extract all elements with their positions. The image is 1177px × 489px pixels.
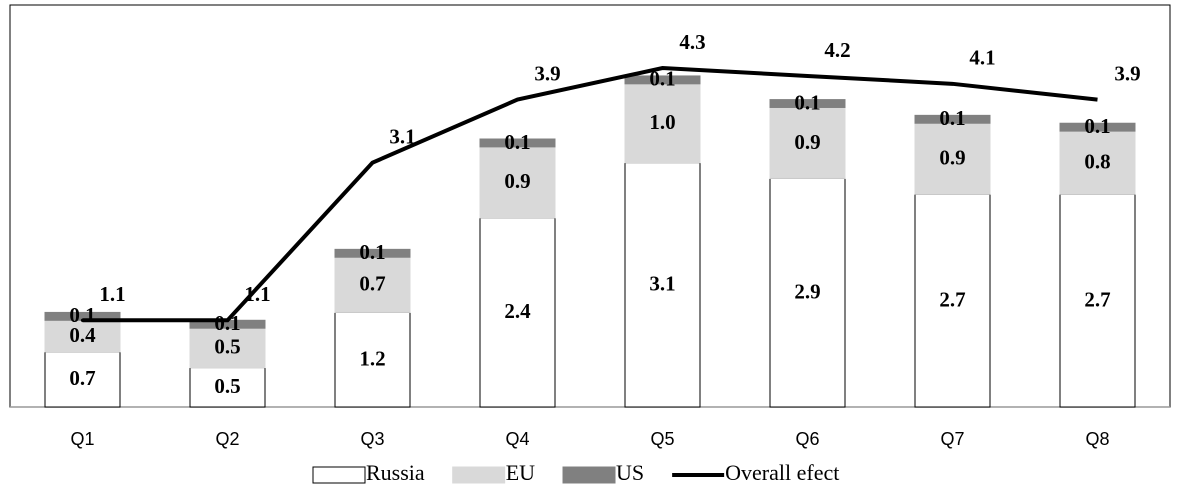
data-label: 0.4 xyxy=(69,323,96,347)
x-tick-label: Q4 xyxy=(505,429,529,449)
bar-segment xyxy=(914,193,991,408)
bar-segment xyxy=(189,367,266,408)
legend-swatch xyxy=(452,466,506,484)
data-label: 4.2 xyxy=(824,38,850,62)
data-label: 0.9 xyxy=(794,130,820,154)
data-label: 1.0 xyxy=(649,110,675,134)
legend-label: Russia xyxy=(366,460,425,485)
data-label: 1.1 xyxy=(244,282,270,306)
bar-segment xyxy=(624,162,701,408)
legend-swatch xyxy=(562,466,616,484)
legend-label: Overall efect xyxy=(725,460,839,485)
x-tick-label: Q6 xyxy=(795,429,819,449)
plot-frame xyxy=(9,4,1171,408)
bar-segment xyxy=(914,122,991,195)
bar-segment xyxy=(479,217,556,408)
bar-segment xyxy=(1059,193,1136,408)
data-label: 3.1 xyxy=(649,272,675,296)
data-label: 0.1 xyxy=(1084,114,1110,138)
data-label: 0.1 xyxy=(359,240,385,264)
bar-segment xyxy=(914,114,991,124)
data-label: 0.8 xyxy=(1084,149,1110,173)
data-label: 2.7 xyxy=(939,287,965,311)
data-label: 2.7 xyxy=(1084,287,1110,311)
legend-label: EU xyxy=(506,460,535,485)
x-tick-label: Q5 xyxy=(650,429,674,449)
data-label: 0.7 xyxy=(69,366,95,390)
data-label: 0.1 xyxy=(504,130,530,154)
bar-segment xyxy=(1059,130,1136,195)
data-label: 0.1 xyxy=(69,303,95,327)
data-label: 0.5 xyxy=(214,374,240,398)
legend-label: US xyxy=(616,460,644,485)
data-label: 3.9 xyxy=(1114,61,1140,85)
data-label: 1.1 xyxy=(99,282,125,306)
x-tick-label: Q8 xyxy=(1085,429,1109,449)
bar-segment xyxy=(769,177,846,408)
data-label: 0.5 xyxy=(214,335,240,359)
data-label: 1.2 xyxy=(359,347,385,371)
bar-segment xyxy=(624,75,701,85)
bar-segment xyxy=(44,319,121,353)
bar-segment xyxy=(44,351,121,408)
data-label: 2.9 xyxy=(794,280,820,304)
bar-segment xyxy=(334,248,411,258)
bar-segment xyxy=(479,146,556,219)
data-label: 0.1 xyxy=(794,90,820,114)
bar-segment xyxy=(334,256,411,313)
bar-segment xyxy=(769,99,846,108)
data-label: 0.1 xyxy=(214,311,240,335)
x-tick-label: Q3 xyxy=(360,429,384,449)
x-tick-label: Q7 xyxy=(940,429,964,449)
data-label: 0.9 xyxy=(939,146,965,170)
data-label: 2.4 xyxy=(504,299,531,323)
x-tick-label: Q1 xyxy=(70,429,94,449)
bar-segment xyxy=(624,83,701,164)
line xyxy=(82,66,1098,323)
x-tick-label: Q2 xyxy=(215,429,239,449)
data-label: 0.1 xyxy=(939,106,965,130)
data-label: 0.9 xyxy=(504,169,530,193)
bar-segment xyxy=(1059,122,1136,132)
data-label: 4.3 xyxy=(679,30,705,54)
data-label: 0.7 xyxy=(359,272,385,296)
legend-swatch xyxy=(312,466,366,484)
data-label: 3.1 xyxy=(389,124,415,148)
data-label: 4.1 xyxy=(969,46,995,70)
data-label: 3.9 xyxy=(534,61,560,85)
bar-segment xyxy=(479,138,556,148)
